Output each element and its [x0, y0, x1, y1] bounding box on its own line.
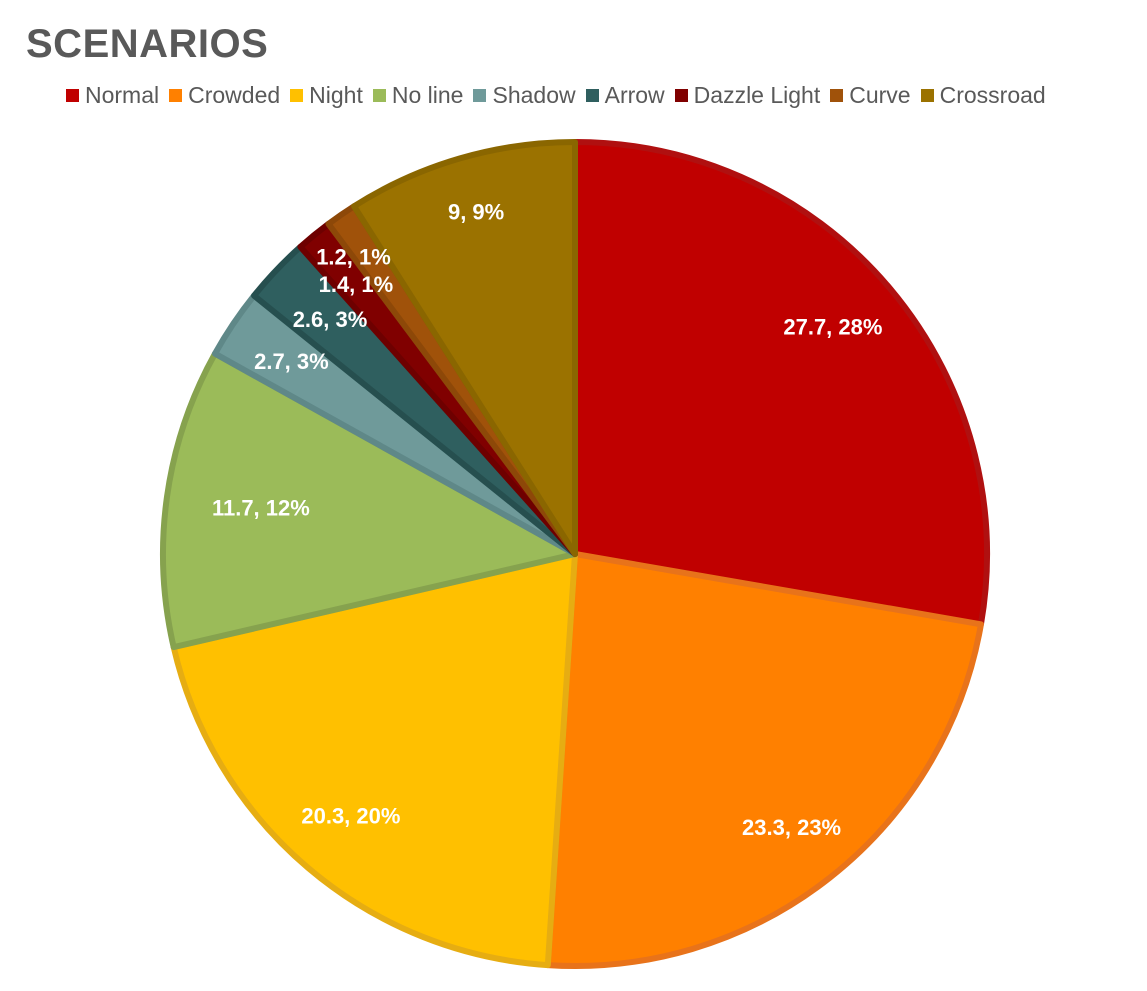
legend-label: No line: [391, 82, 464, 108]
legend-item: Arrow: [585, 82, 665, 109]
legend-swatch: [66, 89, 79, 102]
pie-slice-no-line: [160, 350, 578, 651]
data-label: 11.7, 12%: [212, 496, 310, 521]
data-label: 1.4, 1%: [319, 272, 394, 297]
pie-slice-crossroad: [351, 139, 578, 557]
data-label: 1.2, 1%: [316, 245, 391, 270]
pie-slice-crowded: [544, 551, 984, 969]
legend-swatch: [169, 89, 183, 102]
legend-item: Curve: [830, 82, 911, 109]
legend-item: Dazzle Light: [674, 82, 821, 109]
legend-swatch: [920, 89, 934, 102]
legend-label: Shadow: [492, 82, 576, 108]
data-label: 2.6, 3%: [293, 307, 368, 332]
data-label: 20.3, 20%: [301, 804, 400, 829]
data-label: 2.7, 3%: [254, 349, 329, 374]
legend-item: Crowded: [169, 82, 280, 109]
pie-slice-night: [170, 551, 578, 969]
legend-swatch: [830, 89, 844, 102]
legend-item: No line: [372, 82, 464, 109]
legend-label: Curve: [849, 82, 911, 108]
legend-item: Night: [290, 82, 363, 109]
legend: Normal Crowded Night No line Shadow Arrow Dazz…: [66, 82, 1056, 109]
legend-item: Crossroad: [920, 82, 1046, 109]
data-label: 27.7, 28%: [783, 314, 882, 339]
chart-title: SCENARIOS: [26, 22, 269, 66]
pie-slice-normal: [572, 139, 990, 628]
legend-label: Dazzle Light: [693, 82, 821, 108]
legend-label: Normal: [85, 82, 160, 108]
legend-swatch: [372, 89, 386, 102]
data-label: 9, 9%: [448, 200, 504, 225]
legend-item: Normal: [66, 82, 159, 109]
legend-label: Crossroad: [939, 82, 1046, 108]
legend-swatch: [585, 89, 599, 102]
data-label: 23.3, 23%: [742, 815, 841, 840]
legend-item: Shadow: [473, 82, 576, 109]
legend-label: Night: [309, 82, 363, 108]
legend-swatch: [290, 89, 304, 102]
legend-swatch: [674, 89, 688, 102]
legend-label: Arrow: [604, 82, 665, 108]
legend-swatch: [473, 89, 487, 102]
legend-label: Crowded: [188, 82, 281, 108]
